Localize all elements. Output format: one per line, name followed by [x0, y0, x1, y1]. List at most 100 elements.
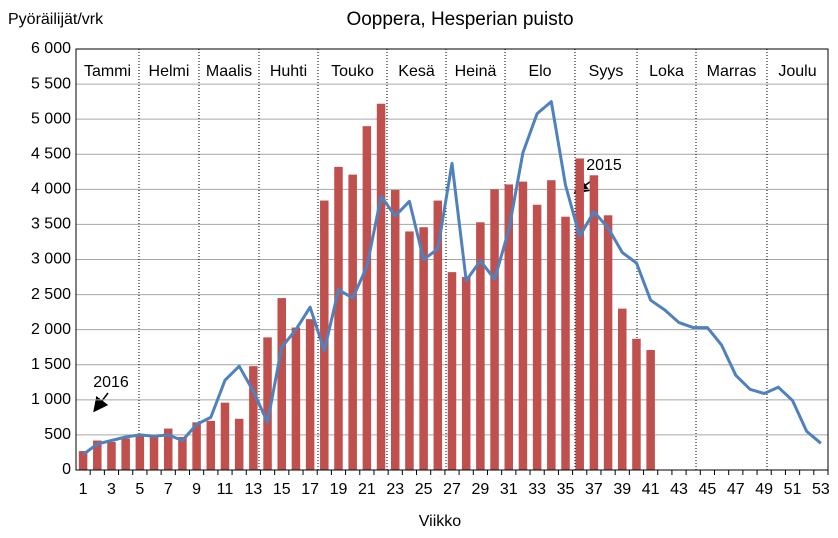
plot: 0 500 1 000 1 500 2 000 2 500 3 000 3 500 4 000 4…	[31, 40, 830, 498]
month-label: Maalis	[206, 63, 252, 80]
y-tick-label: 3 000	[31, 251, 71, 268]
month-label: Heinä	[455, 63, 497, 80]
bar	[263, 337, 272, 470]
x-tick-label: 31	[500, 481, 518, 498]
bar	[206, 420, 216, 470]
x-tick-label: 41	[642, 481, 660, 498]
month-label: Marras	[707, 63, 757, 80]
bar	[107, 441, 116, 470]
bar	[504, 184, 514, 470]
x-tick-label: 21	[358, 481, 376, 498]
bar	[348, 174, 357, 470]
x-tick-label: 5	[135, 481, 144, 498]
line	[82, 100, 822, 456]
bar	[518, 181, 528, 471]
bar	[447, 272, 457, 470]
month-label: Helmi	[149, 63, 190, 80]
y-tick-label: 4 000	[31, 181, 71, 198]
y-tick-label: 1 500	[31, 356, 71, 373]
bar	[362, 126, 372, 470]
bar	[277, 298, 286, 470]
x-axis-title: Viikko	[419, 513, 461, 530]
bar	[178, 437, 187, 470]
bar	[561, 216, 570, 470]
y-tick-label: 500	[44, 426, 71, 443]
y-tick-label: 6 000	[31, 40, 71, 57]
bar	[632, 338, 641, 470]
x-tick-label: 23	[386, 481, 404, 498]
x-tick-label: 13	[244, 481, 262, 498]
y-tick-label: 5 000	[31, 110, 71, 127]
x-tick-label: 39	[613, 481, 631, 498]
bar	[249, 366, 258, 470]
bar	[490, 189, 499, 471]
x-tick-label: 47	[727, 481, 745, 498]
bar	[163, 428, 173, 470]
y-tick-label: 3 500	[31, 216, 71, 233]
bar	[376, 103, 386, 470]
x-tick-label: 11	[217, 481, 234, 498]
bar	[390, 190, 400, 470]
y-tick-label: 2 000	[31, 321, 71, 338]
annotation: 2016	[93, 374, 129, 391]
bar	[589, 175, 599, 471]
bar	[419, 227, 428, 470]
x-tick-label: 45	[698, 481, 716, 498]
bar	[532, 204, 542, 470]
x-tick-label: 17	[301, 481, 319, 498]
x-tick-label: 9	[192, 481, 201, 498]
bar	[603, 215, 613, 470]
month-label: Huhti	[270, 63, 307, 80]
y-tick-label: 4 500	[31, 145, 71, 162]
x-tick-label: 43	[670, 481, 688, 498]
bar	[405, 231, 414, 470]
bar	[461, 277, 471, 470]
x-tick-label: 35	[557, 481, 575, 498]
x-tick-label: 37	[585, 481, 603, 498]
x-tick-label: 53	[812, 481, 830, 498]
bar	[476, 222, 485, 470]
month-label: Touko	[331, 63, 374, 80]
annotation: 2015	[586, 157, 622, 174]
bar	[149, 436, 159, 470]
bar	[135, 434, 145, 470]
month-label: Tammi	[84, 63, 131, 80]
bar	[234, 418, 244, 470]
bar	[93, 440, 102, 470]
month-label: Elo	[528, 63, 551, 80]
month-label: Joulu	[778, 63, 816, 80]
y-tick-label: 2 500	[31, 286, 71, 303]
bar	[618, 308, 627, 470]
bar	[646, 350, 655, 470]
x-tick-label: 7	[164, 481, 173, 498]
y-axis-title: Pyöräilijät/vrk	[8, 11, 104, 28]
month-label: Syys	[589, 63, 624, 80]
month-label: Loka	[649, 63, 684, 80]
x-tick-label: 29	[471, 481, 489, 498]
month-label: Kesä	[398, 63, 435, 80]
x-tick-label: 49	[755, 481, 773, 498]
x-tick-label: 3	[107, 481, 116, 498]
x-tick-label: 27	[443, 481, 461, 498]
plot-frame	[75, 48, 829, 471]
x-tick-label: 33	[528, 481, 546, 498]
bar	[320, 200, 329, 470]
bar	[78, 451, 88, 470]
bar	[121, 438, 130, 470]
x-tick-label: 15	[273, 481, 291, 498]
bar	[575, 158, 584, 470]
x-tick-label: 25	[415, 481, 433, 498]
bar	[220, 402, 230, 470]
x-tick-label: 19	[330, 481, 348, 498]
bar	[547, 180, 556, 470]
bar	[305, 319, 315, 470]
bar	[433, 200, 443, 470]
chart-title: Ooppera, Hesperian puisto	[346, 9, 573, 30]
y-tick-label: 5 500	[31, 75, 71, 92]
x-tick-label: 51	[784, 481, 802, 498]
y-tick-label: 1 000	[31, 391, 71, 408]
bar	[291, 327, 301, 470]
x-tick-label: 1	[79, 481, 88, 498]
bar	[334, 166, 343, 470]
